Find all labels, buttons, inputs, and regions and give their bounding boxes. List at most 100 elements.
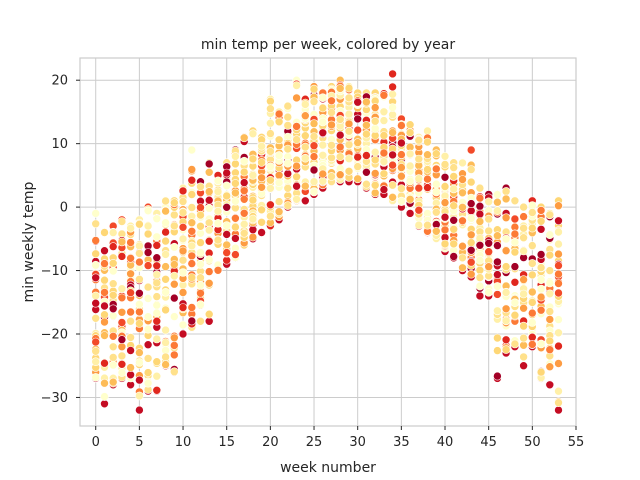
scatter-point (196, 280, 205, 290)
scatter-point (283, 144, 293, 154)
x-tick-label: 40 (437, 435, 454, 450)
scatter-point (204, 195, 214, 205)
scatter-point (143, 340, 153, 350)
scatter-point (475, 265, 485, 275)
scatter-point (213, 187, 223, 196)
scatter-point (449, 252, 459, 261)
scatter-point (143, 206, 153, 216)
y-tick-label: −20 (41, 328, 68, 343)
scatter-point (423, 137, 432, 147)
scatter-point (554, 341, 563, 351)
scatter-point (466, 177, 476, 187)
scatter-point (554, 288, 563, 298)
scatter-point (213, 206, 223, 216)
scatter-point (292, 93, 301, 103)
scatter-point (554, 279, 563, 288)
scatter-point (187, 316, 197, 326)
scatter-point (170, 210, 179, 220)
scatter-point (493, 333, 502, 343)
scatter-point (510, 196, 520, 206)
scatter-point (187, 241, 197, 251)
scatter-point (423, 183, 432, 192)
scatter-point (519, 303, 528, 313)
scatter-point (204, 255, 214, 264)
scatter-point (248, 214, 258, 224)
scatter-point (527, 308, 537, 318)
scatter-point (161, 274, 170, 284)
scatter-point (458, 263, 467, 273)
scatter-point (274, 171, 284, 180)
scatter-point (309, 84, 319, 94)
scatter-point (510, 237, 520, 247)
scatter-point (196, 182, 205, 192)
scatter-point (493, 257, 502, 267)
scatter-point (397, 138, 406, 148)
scatter-point (135, 319, 144, 328)
scatter-point (100, 392, 109, 401)
y-tick-label: 10 (51, 137, 68, 152)
x-tick-label: 45 (480, 435, 497, 450)
scatter-point (126, 307, 135, 317)
scatter-point (126, 316, 135, 326)
scatter-point (536, 225, 546, 234)
scatter-point (91, 313, 100, 323)
scatter-point (152, 357, 162, 367)
scatter-point (91, 260, 100, 270)
scatter-point (231, 234, 240, 243)
scatter-point (117, 368, 127, 377)
scatter-point (170, 242, 179, 252)
scatter-point (527, 241, 537, 250)
scatter-point (440, 239, 450, 249)
scatter-point (536, 367, 546, 377)
scatter-point (362, 168, 371, 177)
scatter-point (370, 155, 380, 165)
scatter-point (100, 310, 109, 320)
scatter-point (449, 201, 459, 210)
scatter-point (466, 246, 476, 255)
scatter-point (161, 206, 170, 216)
scatter-point (344, 83, 354, 93)
scatter-point (510, 298, 520, 308)
scatter-point (100, 288, 109, 297)
scatter-point (292, 161, 301, 171)
scatter-point (527, 223, 537, 233)
scatter-point (266, 118, 275, 128)
scatter-point (545, 380, 555, 390)
scatter-point (318, 117, 328, 127)
scatter-point (493, 290, 502, 299)
scatter-point (274, 117, 284, 127)
scatter-point (545, 315, 555, 324)
scatter-point (388, 128, 397, 137)
data-points (91, 69, 563, 415)
scatter-point (204, 225, 214, 235)
scatter-point (204, 267, 214, 276)
scatter-point (143, 294, 153, 303)
scatter-point (501, 187, 511, 196)
scatter-point (344, 140, 354, 150)
scatter-point (458, 216, 467, 226)
scatter-point (493, 371, 502, 381)
scatter-point (501, 335, 511, 345)
scatter-point (484, 214, 494, 224)
scatter-point (187, 251, 197, 261)
scatter-point (161, 360, 170, 369)
chart-title: min temp per week, colored by year (201, 37, 456, 53)
scatter-point (379, 131, 389, 140)
scatter-point (466, 199, 476, 208)
scatter-point (309, 187, 319, 197)
scatter-point (283, 184, 293, 193)
scatter-point (527, 318, 537, 327)
scatter-point (178, 186, 188, 196)
scatter-point (519, 275, 528, 284)
scatter-point (370, 124, 380, 133)
scatter-point (143, 368, 153, 377)
scatter-point (135, 348, 144, 357)
scatter-point (170, 333, 179, 343)
scatter-point (196, 316, 205, 326)
scatter-point (493, 190, 502, 199)
scatter-point (161, 287, 170, 297)
scatter-point (405, 149, 415, 159)
scatter-point (475, 183, 485, 193)
scatter-point (239, 133, 249, 143)
scatter-point (440, 152, 450, 161)
